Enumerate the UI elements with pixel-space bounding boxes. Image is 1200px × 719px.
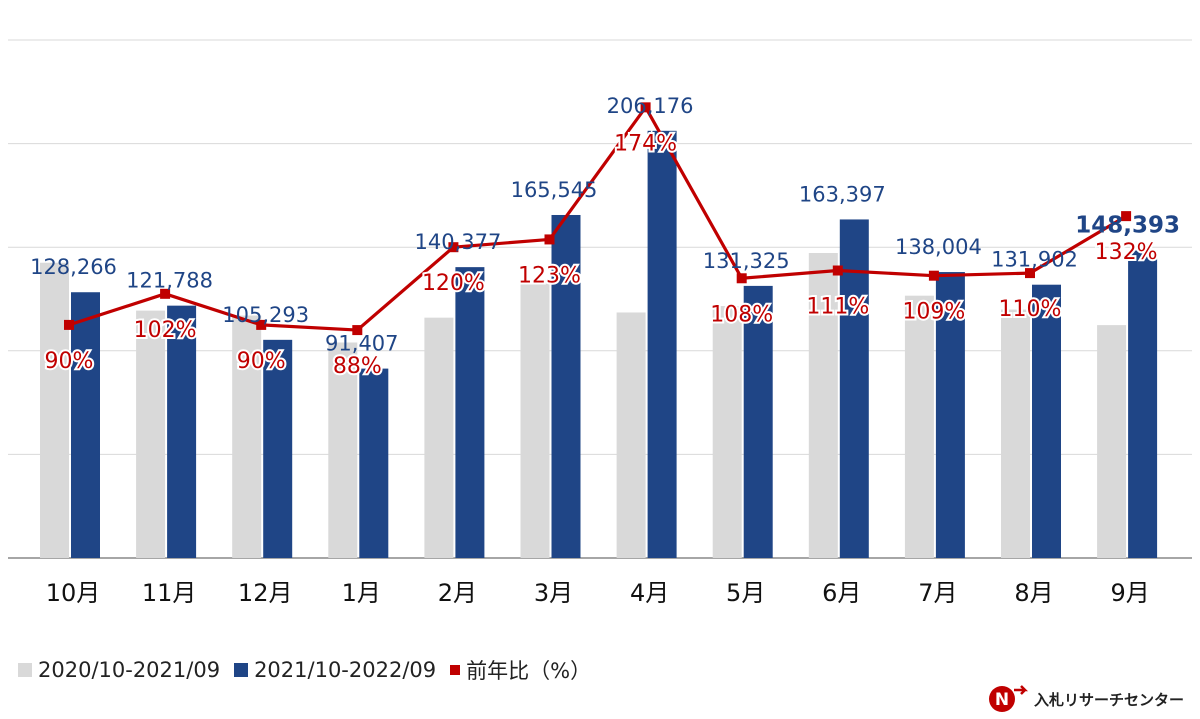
x-tick-label: 7月 — [918, 579, 957, 607]
ratio-point-9 — [928, 270, 939, 281]
ratio-point-0 — [64, 319, 74, 330]
bar-prev-10 — [1001, 309, 1030, 558]
x-tick-label: 11月 — [142, 579, 197, 607]
bar-prev-11 — [1097, 325, 1127, 558]
value-label-6: 206,176 — [607, 94, 694, 118]
ratio-point-4 — [448, 242, 459, 253]
ratio-point-6 — [640, 102, 651, 113]
gridlines — [8, 39, 1192, 559]
legend-item-prev: 2020/10-2021/09 — [18, 658, 220, 682]
ratio-point-1 — [160, 288, 171, 299]
bar-curr-4 — [455, 267, 485, 558]
bar-prev-7 — [712, 306, 742, 558]
logo-icon: N — [989, 685, 1028, 712]
value-label-0: 128,266 — [30, 255, 117, 279]
x-axis: 10月 11月 12月 1月 2月 3月 4月 5月 6月 7月 8月 9月 — [46, 579, 1150, 607]
bar-prev-3 — [328, 342, 358, 558]
data-labels: 128,266 121,788 105,293 91,407 140,377 165,54… — [30, 94, 1180, 381]
bar-curr-0 — [71, 292, 100, 558]
ratio-point-5 — [544, 234, 555, 245]
bar-curr-1 — [167, 305, 197, 558]
value-label-10: 131,902 — [991, 248, 1078, 272]
x-tick-label: 6月 — [822, 579, 861, 607]
bar-curr-3 — [359, 368, 389, 558]
bar-prev-5 — [520, 279, 550, 558]
ratio-point-10 — [1025, 268, 1035, 279]
legend-label-ratio: 前年比（%） — [466, 659, 592, 683]
bar-prev-2 — [232, 315, 262, 558]
value-label-3: 91,407 — [325, 332, 398, 356]
ratio-label-8: 111% — [806, 295, 869, 320]
brand-logo: N 入札リサーチセンター — [988, 682, 1184, 716]
x-tick-label: 4月 — [630, 579, 669, 607]
bar-prev-1 — [136, 310, 166, 558]
value-label-9: 138,004 — [895, 235, 982, 259]
bar-curr-2 — [263, 339, 293, 558]
bar-curr-7 — [743, 285, 773, 558]
value-label-7: 131,325 — [703, 249, 790, 273]
bars-series-prev — [40, 253, 1127, 559]
value-label-11: 148,393 — [1075, 213, 1180, 239]
value-label-1: 121,788 — [126, 269, 213, 293]
ratio-point-11 — [1121, 211, 1132, 222]
legend-label-prev: 2020/10-2021/09 — [38, 658, 221, 682]
legend: 2020/10-2021/09 2021/10-2022/09 前年比（%） — [18, 656, 591, 684]
x-tick-label: 2月 — [438, 579, 477, 607]
ratio-label-10: 110% — [999, 297, 1062, 322]
legend-swatch-prev — [18, 663, 32, 677]
ratio-label-1: 102% — [134, 318, 197, 343]
bar-prev-9 — [904, 295, 934, 558]
ratio-label-0: 90% — [45, 349, 94, 374]
svg-text:N: N — [995, 690, 1009, 710]
bar-curr-10 — [1032, 284, 1061, 558]
value-label-4: 140,377 — [414, 230, 501, 254]
ratio-label-6: 174% — [614, 131, 677, 156]
bar-curr-8 — [839, 219, 869, 559]
bar-prev-4 — [424, 317, 454, 558]
ratio-label-5: 123% — [518, 263, 581, 288]
legend-label-curr: 2021/10-2022/09 — [254, 658, 437, 682]
ratio-label-4: 120% — [422, 271, 485, 296]
ratio-line-layer — [64, 102, 1132, 336]
x-tick-label: 3月 — [534, 579, 573, 607]
ratio-line — [68, 105, 1127, 332]
ratio-label-11: 132% — [1095, 240, 1158, 265]
ratio-point-8 — [832, 265, 843, 276]
x-tick-label: 12月 — [238, 579, 293, 607]
ratio-point-2 — [256, 319, 267, 330]
ratio-label-2: 90% — [237, 349, 286, 374]
legend-swatch-ratio — [450, 665, 461, 675]
bar-curr-9 — [935, 272, 965, 558]
value-label-5: 165,545 — [511, 178, 598, 202]
ratio-point-7 — [736, 273, 747, 284]
bar-prev-0 — [40, 262, 69, 558]
bar-prev-8 — [808, 253, 838, 559]
ratio-point-3 — [352, 325, 363, 336]
ratio-label-7: 108% — [710, 302, 773, 327]
x-tick-label: 10月 — [46, 579, 101, 607]
ratio-label-3: 88% — [333, 354, 382, 379]
legend-item-ratio: 前年比（%） — [450, 655, 591, 685]
x-tick-label: 8月 — [1014, 579, 1053, 607]
bar-curr-6 — [647, 130, 677, 558]
bar-curr-5 — [551, 214, 581, 558]
bar-prev-6 — [616, 312, 646, 558]
bars-series-curr — [71, 130, 1158, 559]
x-tick-label: 1月 — [342, 579, 381, 607]
brand-name: 入札リサーチセンター — [1034, 690, 1185, 709]
ratio-label-9: 109% — [902, 300, 965, 325]
legend-swatch-curr — [234, 663, 249, 677]
x-tick-label: 9月 — [1110, 579, 1149, 607]
bar-curr-11 — [1128, 250, 1158, 558]
value-label-8: 163,397 — [799, 182, 886, 206]
x-tick-label: 5月 — [726, 579, 765, 607]
value-label-2: 105,293 — [222, 303, 309, 327]
legend-item-curr: 2021/10-2022/09 — [234, 658, 436, 682]
